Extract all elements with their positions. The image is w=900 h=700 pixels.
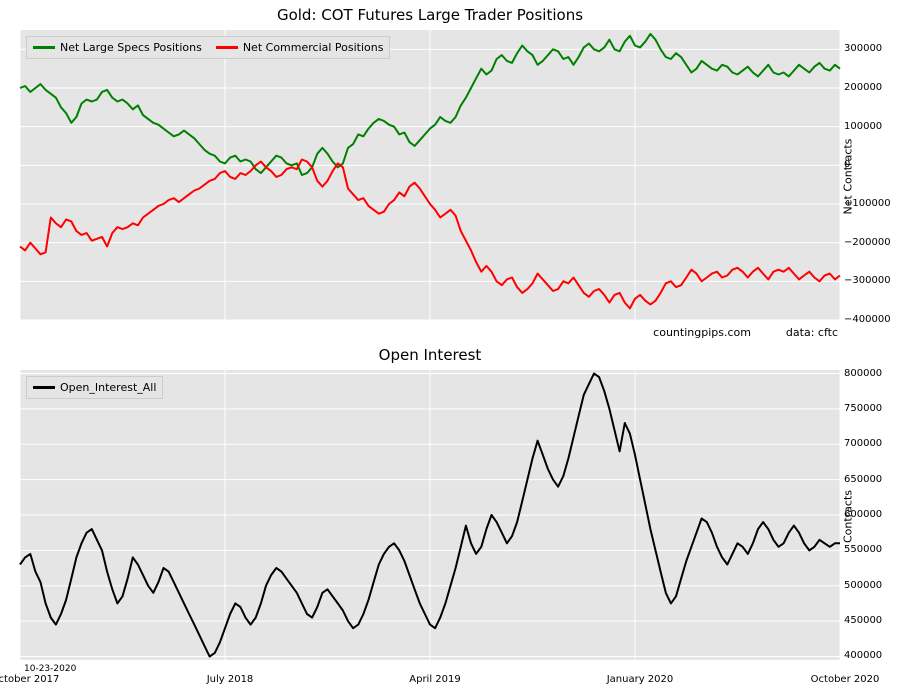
bottom-chart-plot [20, 370, 840, 660]
xtick-label: April 2019 [390, 674, 480, 685]
xtick-label: January 2020 [595, 674, 685, 685]
legend-swatch [33, 46, 55, 49]
bottom-chart-title: Open Interest [20, 346, 840, 364]
ytick-label: 200000 [844, 82, 882, 93]
xtick-label: October 2017 [0, 674, 70, 685]
ytick-label: −300000 [844, 275, 891, 286]
legend-swatch [33, 386, 55, 389]
top-chart-ylabel: Net Contracts [842, 117, 855, 237]
top-chart-plot [20, 30, 840, 320]
bottom-chart-legend: Open_Interest_All [26, 376, 163, 399]
xtick-label: October 2020 [800, 674, 890, 685]
ytick-label: 100000 [844, 121, 882, 132]
ytick-label: 800000 [844, 368, 882, 379]
ytick-label: 500000 [844, 580, 882, 591]
bottom-chart-footnote: 10-23-2020 [24, 664, 76, 674]
ytick-label: −400000 [844, 314, 891, 325]
ytick-label: 300000 [844, 43, 882, 54]
top-chart-footer: countingpips.com data: cftc [653, 326, 838, 339]
legend-item: Net Commercial Positions [216, 41, 384, 54]
ytick-label: −200000 [844, 237, 891, 248]
legend-label: Net Large Specs Positions [60, 41, 202, 54]
top-chart-title: Gold: COT Futures Large Trader Positions [20, 6, 840, 24]
legend-label: Open_Interest_All [60, 381, 156, 394]
top-chart-legend: Net Large Specs Positions Net Commercial … [26, 36, 390, 59]
ytick-label: 750000 [844, 403, 882, 414]
legend-item: Open_Interest_All [33, 381, 156, 394]
ytick-label: 650000 [844, 474, 882, 485]
ytick-label: 0 [844, 159, 850, 170]
ytick-label: 600000 [844, 509, 882, 520]
legend-swatch [216, 46, 238, 49]
ytick-label: 400000 [844, 650, 882, 661]
ytick-label: 550000 [844, 544, 882, 555]
figure: Gold: COT Futures Large Trader Positions… [0, 0, 900, 700]
ytick-label: 450000 [844, 615, 882, 626]
xtick-label: July 2018 [185, 674, 275, 685]
ytick-label: 700000 [844, 438, 882, 449]
legend-item: Net Large Specs Positions [33, 41, 202, 54]
ytick-label: −100000 [844, 198, 891, 209]
legend-label: Net Commercial Positions [243, 41, 384, 54]
